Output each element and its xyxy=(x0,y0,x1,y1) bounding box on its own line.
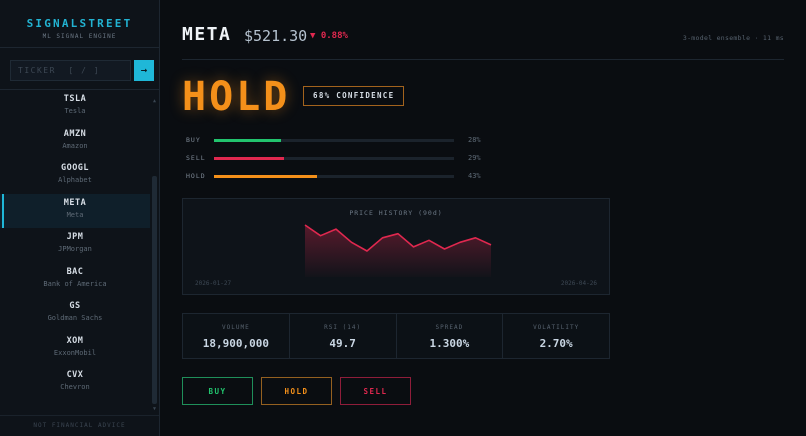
scroll-down-icon[interactable]: ▼ xyxy=(152,406,156,412)
stat-label: VOLATILITY xyxy=(533,324,580,331)
company-name: ExxonMobil xyxy=(53,348,97,357)
ticker-search-input[interactable] xyxy=(10,60,131,81)
prob-label: BUY xyxy=(186,136,201,144)
ticker-list: TSLA Tesla AMZN Amazon GOOGL Alphabet META M… xyxy=(0,90,150,415)
sidebar-item-bac[interactable]: BAC Bank of America xyxy=(0,263,150,298)
chart-end-date: 2026-04-26 xyxy=(560,280,597,287)
company-name: Bank of America xyxy=(43,279,107,288)
prob-value: 43% xyxy=(468,172,481,180)
sidebar: SIGNALSTREET ML SIGNAL ENGINE → TSLA Tesl… xyxy=(0,0,160,436)
stat-spread: SPREAD 1.300% xyxy=(397,314,504,358)
company-name: Goldman Sachs xyxy=(47,314,103,322)
prob-row-hold: HOLD 43% xyxy=(182,170,492,188)
scrollbar-thumb[interactable] xyxy=(152,176,157,404)
current-price: $521.30 xyxy=(244,27,308,45)
prob-track xyxy=(214,139,454,142)
confidence-badge: 68% CONFIDENCE xyxy=(303,86,405,106)
company-name: Amazon xyxy=(62,141,88,150)
arrow-right-icon: → xyxy=(140,66,148,75)
ticker-search: → xyxy=(0,48,159,90)
stat-label: VOLUME xyxy=(222,324,250,331)
prob-fill-hold xyxy=(214,175,318,178)
prob-row-buy: BUY 28% xyxy=(182,134,492,152)
sidebar-item-jpm[interactable]: JPM JPMorgan xyxy=(0,228,150,263)
stat-value: 1.300% xyxy=(429,337,470,350)
sidebar-item-gs[interactable]: GS Goldman Sachs xyxy=(0,297,150,332)
prob-row-sell: SELL 29% xyxy=(182,152,492,170)
stat-label: SPREAD xyxy=(435,324,464,331)
hold-button[interactable]: HOLD xyxy=(261,377,332,405)
prob-label: HOLD xyxy=(186,172,206,180)
sidebar-item-tsla[interactable]: TSLA Tesla xyxy=(0,90,150,125)
chart-start-date: 2026-01-27 xyxy=(195,280,232,287)
prob-fill-buy xyxy=(214,139,282,142)
stat-label: RSI (14) xyxy=(324,324,362,331)
probability-bars: BUY 28% SELL 29% HOLD 43% xyxy=(182,134,492,188)
ticker-symbol: AMZN xyxy=(63,128,87,139)
company-name: Tesla xyxy=(64,107,86,115)
buy-button[interactable]: BUY xyxy=(182,377,253,405)
prob-label: SELL xyxy=(186,154,206,162)
model-info: 3-model ensemble · 11 ms xyxy=(682,34,784,42)
price-change: ▼ 0.88% xyxy=(310,31,348,41)
ticker-title: META xyxy=(182,24,232,45)
sidebar-item-googl[interactable]: GOOGL Alphabet xyxy=(0,159,150,194)
prob-value: 29% xyxy=(468,154,481,162)
brand-title: SIGNALSTREET xyxy=(26,17,133,30)
sidebar-scrollbar[interactable]: ▲ ▼ xyxy=(151,96,158,414)
stat-value: 18,900,000 xyxy=(202,337,269,350)
price-line-plot xyxy=(304,224,492,277)
stat-volatility: VOLATILITY 2.70% xyxy=(503,314,609,358)
signal-label: HOLD xyxy=(182,74,291,120)
ticker-symbol: GS xyxy=(69,301,81,311)
stat-value: 49.7 xyxy=(329,337,356,350)
company-name: Alphabet xyxy=(58,176,92,184)
scroll-up-icon[interactable]: ▲ xyxy=(152,98,156,104)
ticker-search-submit-button[interactable]: → xyxy=(134,60,154,81)
sidebar-item-cvx[interactable]: CVX Chevron xyxy=(0,366,150,401)
prob-value: 28% xyxy=(468,136,481,144)
sidebar-item-amzn[interactable]: AMZN Amazon xyxy=(0,125,150,160)
sidebar-item-xom[interactable]: XOM ExxonMobil xyxy=(0,332,150,367)
ticker-symbol: CVX xyxy=(66,370,84,380)
stats-panel: VOLUME 18,900,000 RSI (14) 49.7 SPREAD 1.30… xyxy=(182,313,610,359)
prob-fill-sell xyxy=(214,157,284,160)
action-buttons: BUY HOLD SELL xyxy=(182,377,411,405)
company-name: Meta xyxy=(66,210,84,219)
company-name: Chevron xyxy=(60,383,90,391)
ticker-symbol: TSLA xyxy=(63,94,87,104)
price-history-chart: PRICE HISTORY (90d) 2026-01-27 2026-04-2… xyxy=(182,198,610,295)
quote-header: META $521.30 ▼ 0.88% 3-model ensemble · … xyxy=(182,0,784,60)
sidebar-item-meta[interactable]: META Meta xyxy=(0,193,150,228)
company-name: JPMorgan xyxy=(58,245,92,253)
stat-volume: VOLUME 18,900,000 xyxy=(183,314,290,358)
prob-track xyxy=(214,157,454,160)
disclaimer: NOT FINANCIAL ADVICE xyxy=(0,415,159,436)
sell-button[interactable]: SELL xyxy=(340,377,411,405)
prob-track xyxy=(214,175,454,178)
ticker-symbol: XOM xyxy=(66,335,84,346)
chart-title: PRICE HISTORY (90d) xyxy=(349,209,443,217)
main-panel: META $521.30 ▼ 0.88% 3-model ensemble · … xyxy=(182,0,784,405)
ticker-symbol: META xyxy=(63,197,87,208)
brand-subtitle: ML SIGNAL ENGINE xyxy=(42,33,117,40)
brand: SIGNALSTREET ML SIGNAL ENGINE xyxy=(0,0,159,48)
ticker-symbol: JPM xyxy=(66,232,84,242)
ticker-symbol: GOOGL xyxy=(60,163,90,173)
stat-value: 2.70% xyxy=(539,337,573,350)
stat-rsi: RSI (14) 49.7 xyxy=(290,314,397,358)
ticker-symbol: BAC xyxy=(66,266,84,277)
